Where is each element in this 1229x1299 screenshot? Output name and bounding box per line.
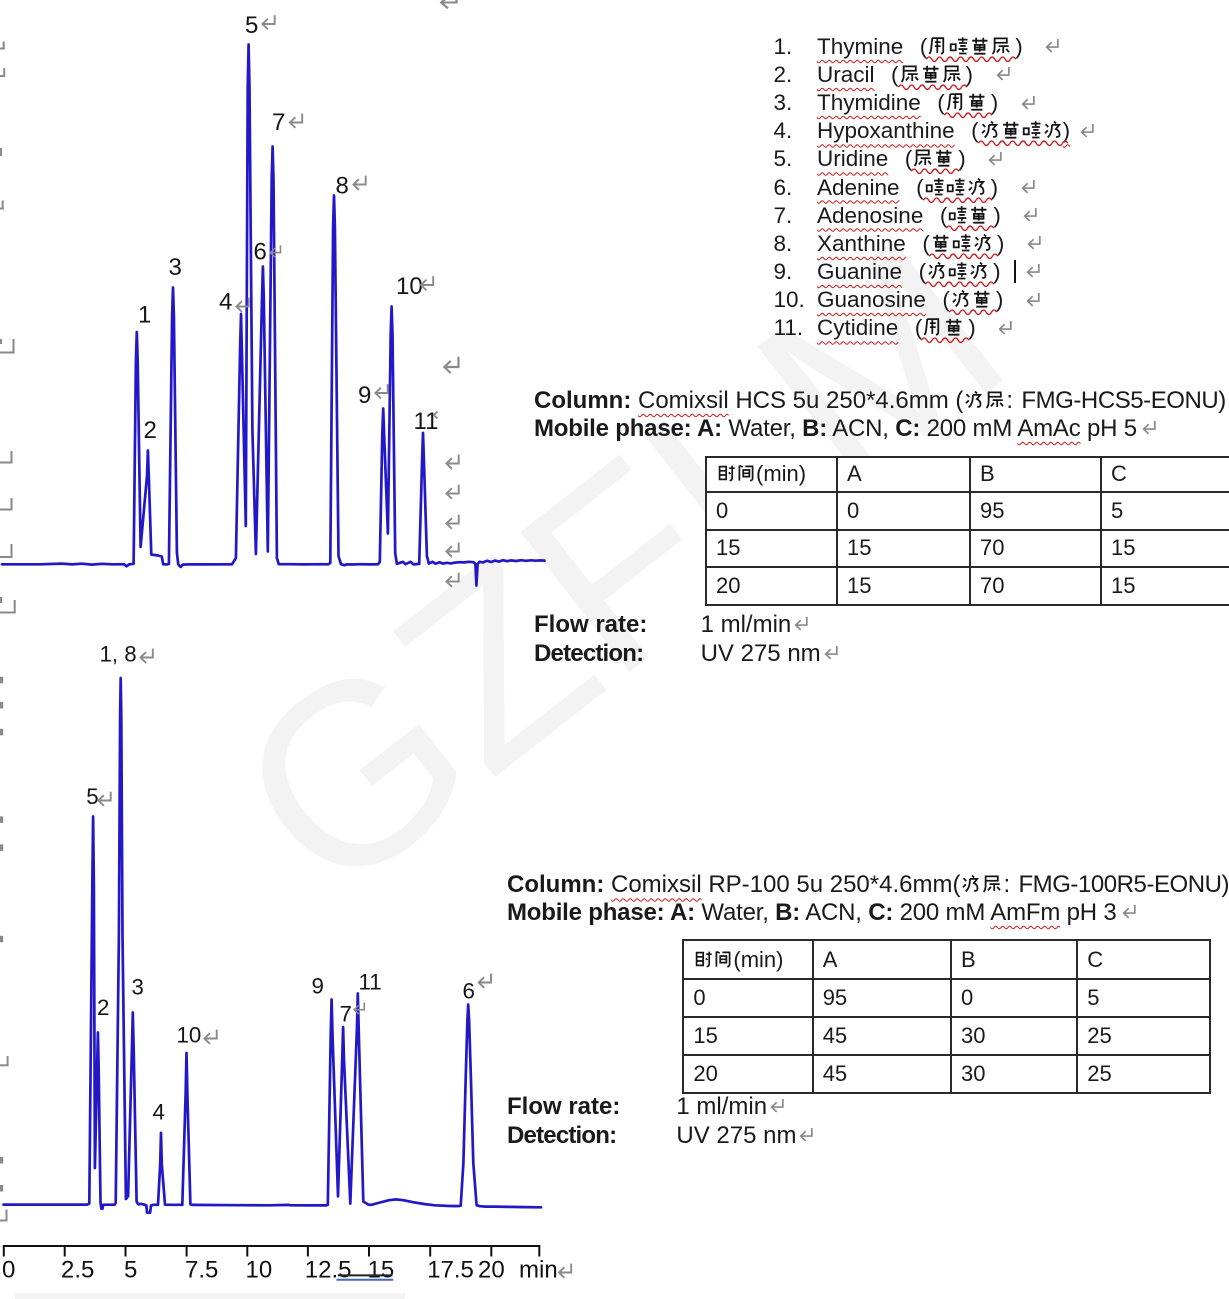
- svg-text:10: 10: [177, 1022, 202, 1047]
- svg-text:7: 7: [340, 1002, 352, 1027]
- svg-text:20: 20: [478, 1257, 505, 1284]
- svg-text:10: 10: [396, 273, 423, 300]
- svg-text:5: 5: [245, 12, 258, 39]
- svg-text:5: 5: [124, 1257, 137, 1284]
- svg-text:9: 9: [358, 382, 371, 409]
- svg-text:2: 2: [144, 417, 157, 444]
- svg-text:7: 7: [272, 109, 285, 136]
- svg-text:1, 8: 1, 8: [100, 642, 137, 667]
- svg-text:6: 6: [254, 239, 267, 266]
- svg-text:17.5: 17.5: [427, 1257, 474, 1284]
- svg-text:2.5: 2.5: [61, 1257, 94, 1284]
- svg-text:0: 0: [2, 1257, 15, 1284]
- svg-text:1: 1: [138, 302, 151, 329]
- svg-text:4: 4: [219, 289, 232, 316]
- svg-text:5: 5: [86, 784, 98, 809]
- svg-text:11: 11: [414, 408, 439, 435]
- svg-text:8: 8: [336, 173, 349, 200]
- svg-text:6: 6: [463, 979, 475, 1004]
- svg-text:4: 4: [153, 1100, 165, 1125]
- svg-text:10: 10: [246, 1257, 273, 1284]
- svg-text:3: 3: [132, 975, 144, 1000]
- svg-text:11: 11: [359, 970, 382, 995]
- svg-text:7.5: 7.5: [185, 1257, 218, 1284]
- svg-text:9: 9: [312, 974, 324, 999]
- svg-text:2: 2: [97, 995, 109, 1020]
- svg-text:min: min: [519, 1257, 558, 1284]
- svg-text:3: 3: [169, 254, 182, 281]
